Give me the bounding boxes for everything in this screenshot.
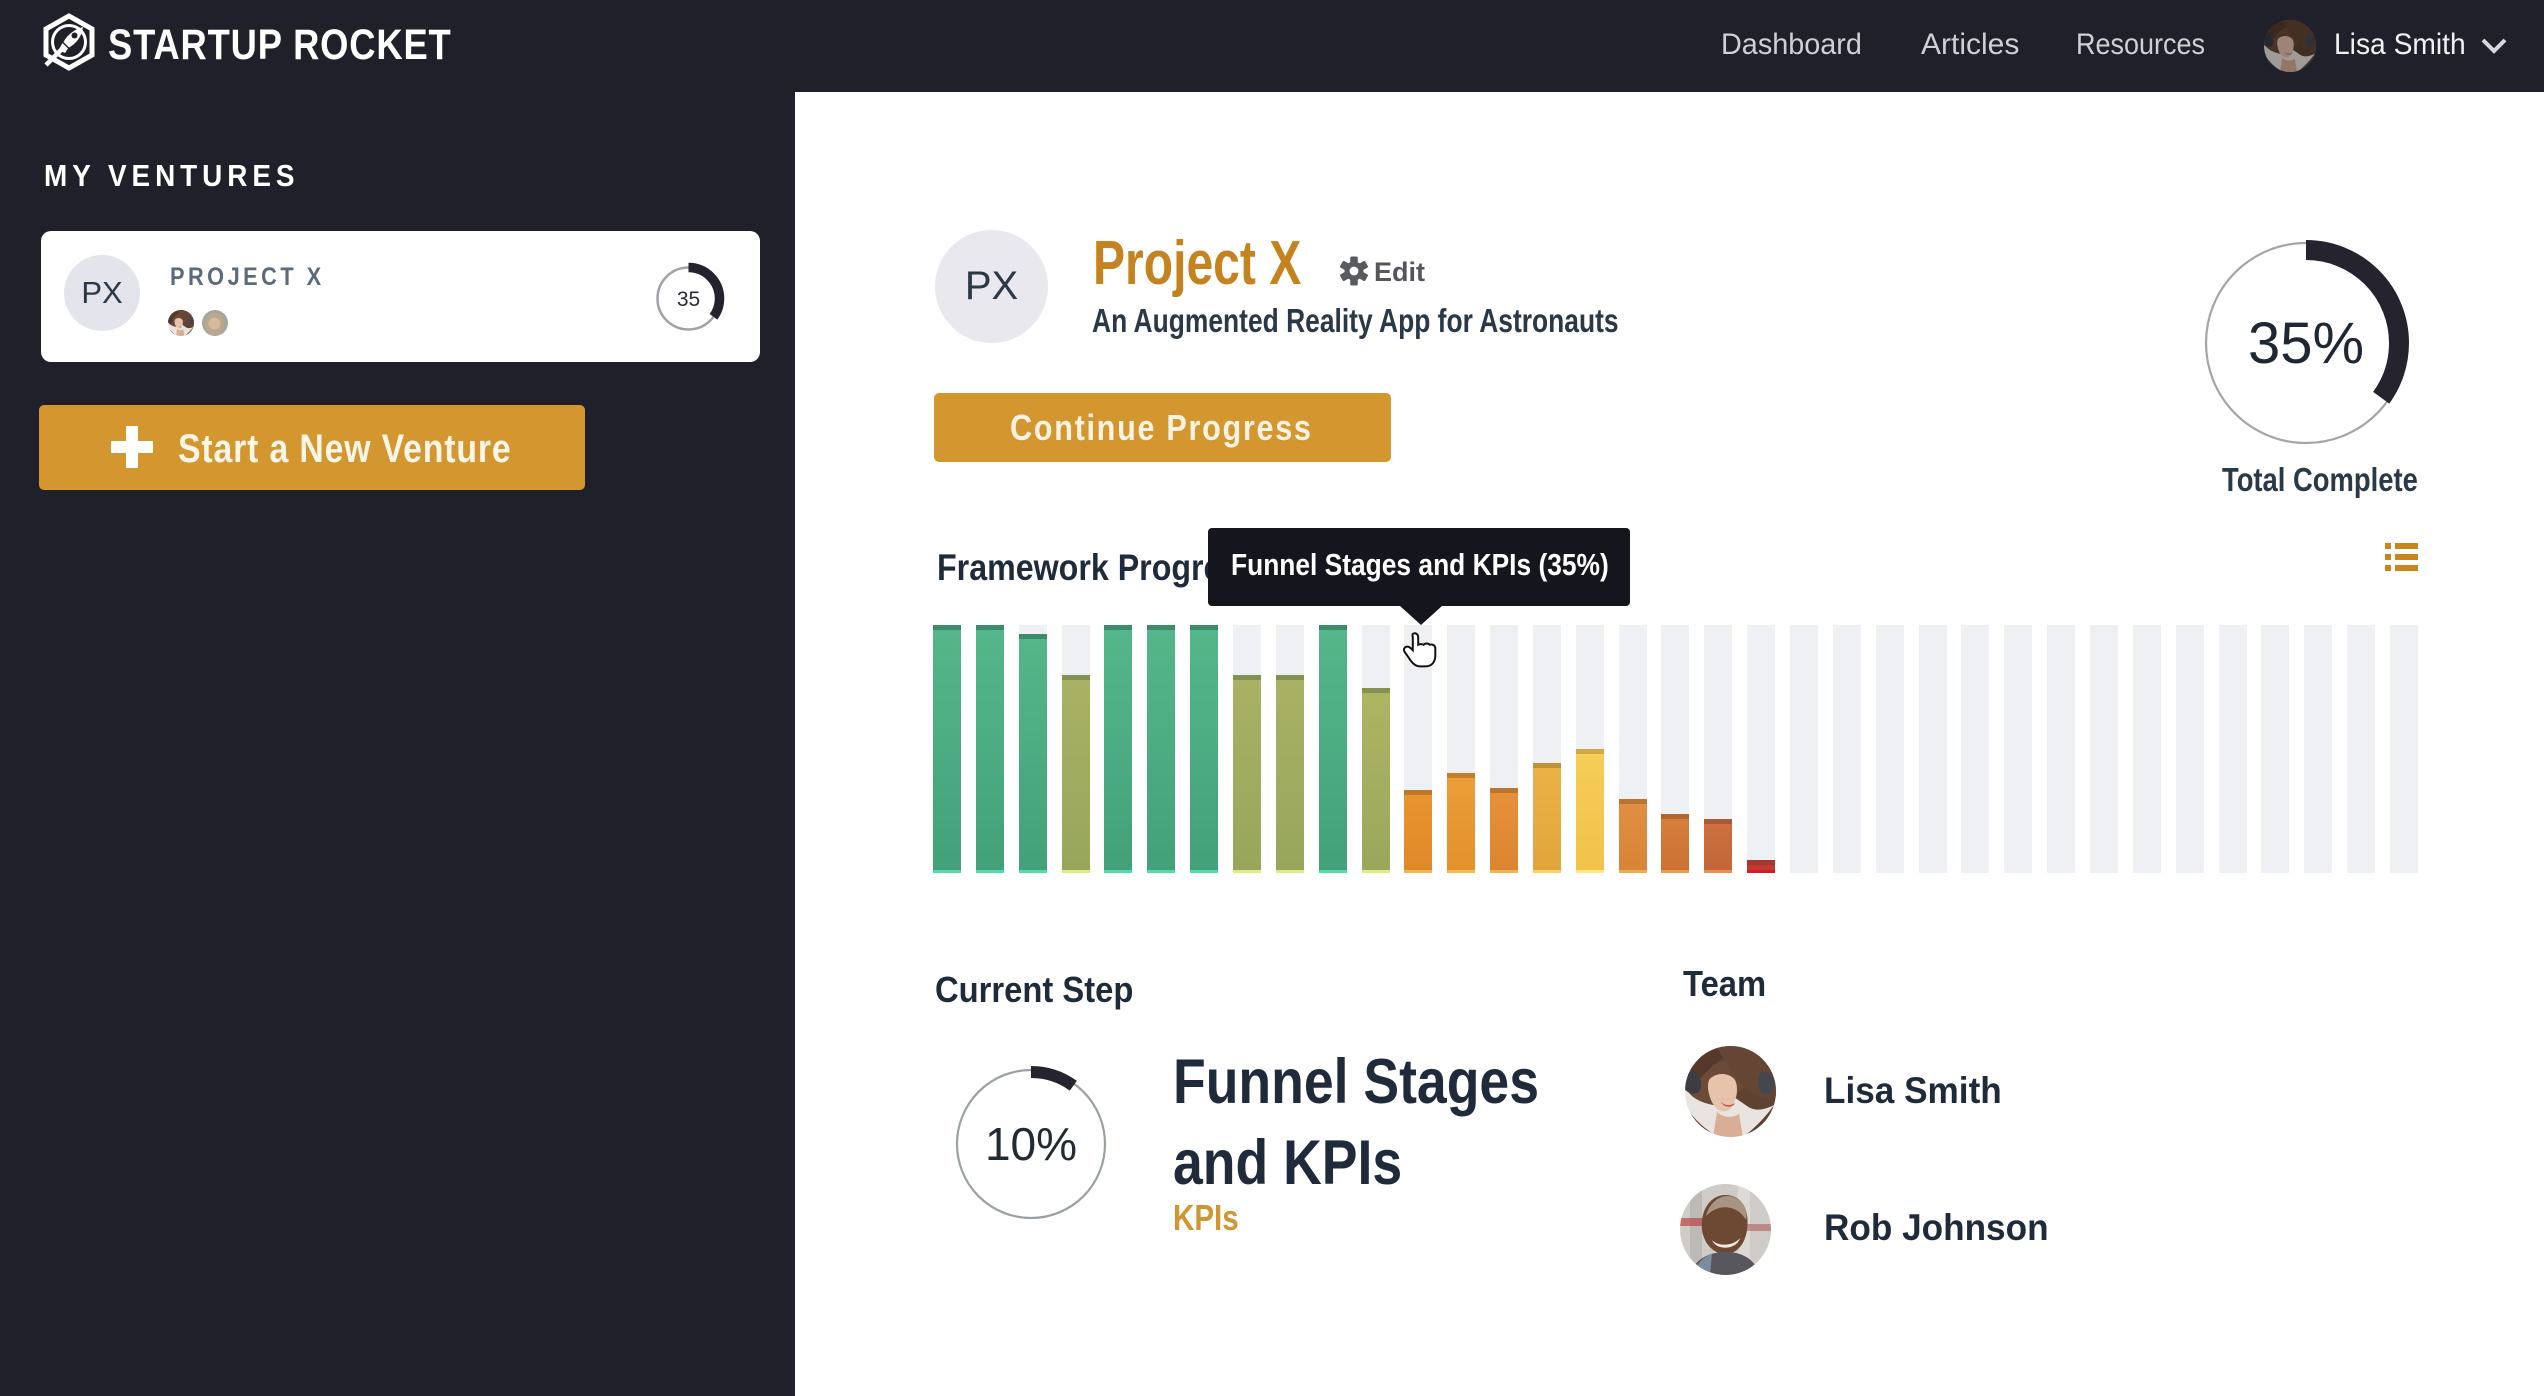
- svg-text:10%: 10%: [985, 1118, 1077, 1170]
- svg-text:35%: 35%: [2248, 311, 2364, 376]
- svg-text:35: 35: [677, 288, 700, 311]
